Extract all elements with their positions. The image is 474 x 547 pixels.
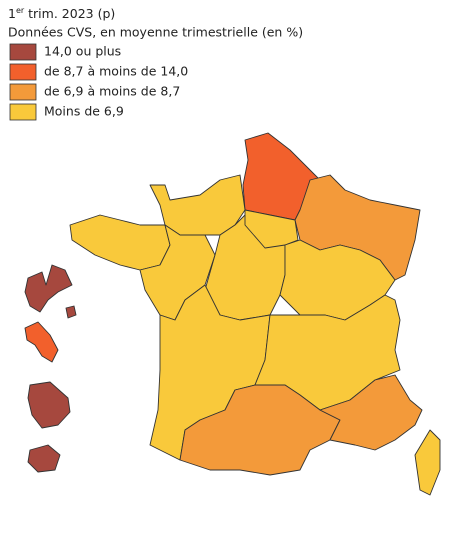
legend: 14,0 ou plus de 8,7 à moins de 14,0 de 6,9… — [9, 43, 188, 121]
region — [69, 214, 171, 271]
legend-swatch — [9, 43, 37, 61]
region — [319, 374, 423, 451]
region — [24, 321, 59, 363]
region — [24, 264, 73, 313]
region — [27, 444, 61, 473]
legend-label: de 6,9 à moins de 8,7 — [44, 84, 180, 99]
subtitle: Données CVS, en moyenne trimestrielle (e… — [8, 25, 303, 40]
region — [414, 429, 441, 496]
legend-swatch — [9, 103, 37, 121]
legend-label: 14,0 ou plus — [44, 44, 121, 59]
legend-label: de 8,7 à moins de 14,0 — [44, 64, 188, 79]
region — [65, 305, 77, 319]
title: 1er trim. 2023 (p) — [8, 6, 115, 21]
legend-swatch — [9, 83, 37, 101]
region — [27, 381, 71, 429]
legend-swatch — [9, 63, 37, 81]
regions — [24, 132, 441, 496]
legend-label: Moins de 6,9 — [44, 104, 124, 119]
